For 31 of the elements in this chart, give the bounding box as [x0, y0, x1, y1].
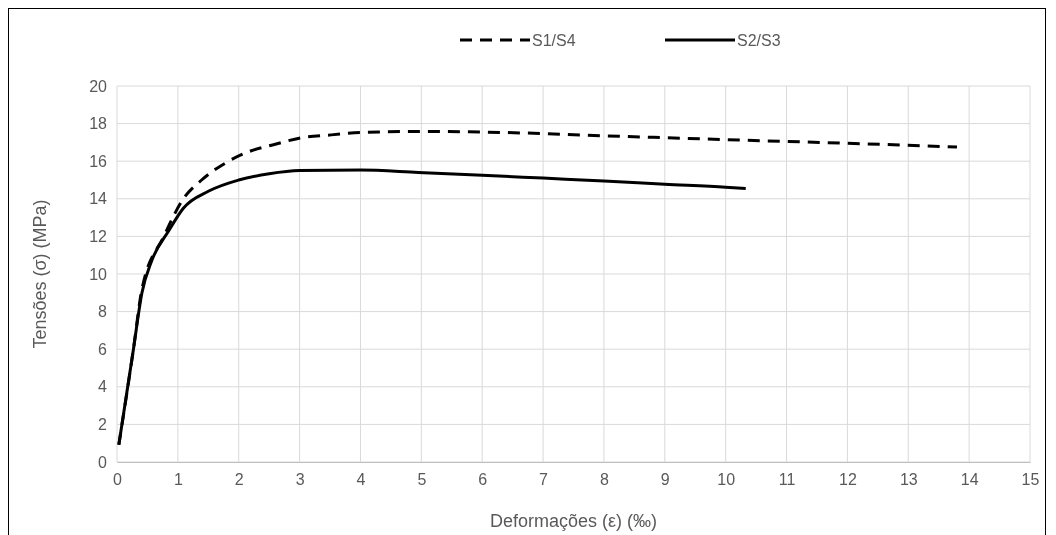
x-tick-label: 10 — [717, 471, 736, 489]
x-tick-label: 8 — [599, 471, 609, 489]
y-tick-label: 8 — [98, 303, 108, 321]
x-tick-label: 11 — [778, 471, 796, 489]
y-tick-label: 10 — [89, 265, 108, 283]
x-tick-label: 12 — [839, 471, 857, 489]
x-tick-label: 4 — [356, 471, 366, 489]
y-tick-label: 14 — [89, 190, 108, 208]
y-tick-label: 18 — [89, 115, 108, 133]
y-tick-label: 16 — [89, 152, 108, 170]
legend-label: S1/S4 — [532, 32, 576, 49]
x-tick-label: 7 — [539, 471, 549, 489]
y-tick-label: 20 — [89, 77, 108, 95]
x-tick-label: 0 — [113, 471, 123, 489]
legend-label: S2/S3 — [737, 32, 781, 49]
y-tick-label: 4 — [98, 378, 108, 396]
y-tick-label: 0 — [98, 453, 108, 471]
x-tick-label: 15 — [1021, 471, 1040, 489]
x-tick-label: 13 — [899, 471, 918, 489]
x-axis-title: Deformações (ε) (‰) — [489, 511, 658, 531]
x-tick-label: 9 — [660, 471, 670, 489]
x-tick-label: 3 — [295, 471, 305, 489]
y-axis-title: Tensões (σ) (MPa) — [30, 199, 50, 349]
x-tick-label: 14 — [960, 471, 979, 489]
x-tick-label: 6 — [478, 471, 488, 489]
y-tick-label: 2 — [98, 416, 108, 434]
y-tick-label: 12 — [89, 228, 108, 246]
x-tick-label: 1 — [173, 471, 183, 489]
x-tick-label: 2 — [234, 471, 244, 489]
y-tick-label: 6 — [98, 340, 108, 358]
x-tick-label: 5 — [417, 471, 427, 489]
